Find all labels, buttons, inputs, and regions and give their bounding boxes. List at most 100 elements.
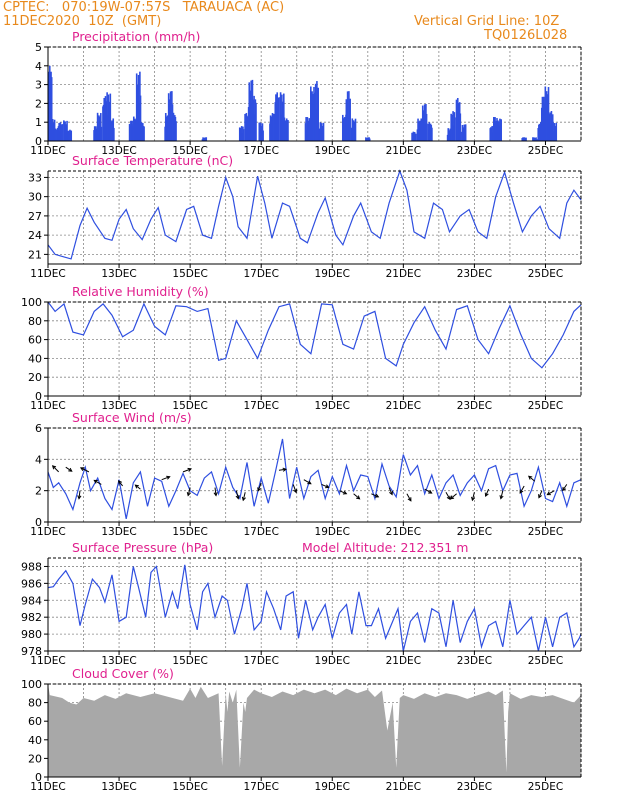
cloud-xtick-label: 15DEC <box>172 781 207 793</box>
precip-bar <box>500 119 502 141</box>
precip-bar <box>463 124 466 141</box>
cloud-xtick-label: 21DEC <box>386 781 421 793</box>
precip-bar <box>242 129 245 141</box>
press-series-line <box>47 564 582 652</box>
precip-bar <box>205 137 208 141</box>
precip-bar <box>93 126 96 141</box>
precip-bar <box>50 118 53 141</box>
precip-bar <box>100 126 103 141</box>
cloud-ytick-label: 0 <box>35 771 42 784</box>
rh-ytick-label: 40 <box>28 352 42 365</box>
wind-arrow <box>406 493 412 502</box>
precip-bar <box>349 98 351 141</box>
wind-arrow <box>538 490 543 498</box>
wind-arrow-head <box>389 491 393 496</box>
precip-bar <box>525 137 527 141</box>
cloud-ytick-label: 20 <box>28 752 42 765</box>
wind-arrow <box>371 493 379 498</box>
precip-ytick-label: 5 <box>35 41 42 54</box>
cloud-ytick-label: 40 <box>28 734 42 747</box>
precip-bar <box>255 102 257 141</box>
temp-series-line <box>47 169 582 260</box>
wind-arrow-head <box>374 493 380 498</box>
press-ytick-label: 986 <box>21 577 42 590</box>
precip-bar <box>130 120 132 141</box>
rh-ytick-label: 0 <box>35 390 42 403</box>
wind-arrow-head <box>93 479 98 484</box>
precip-ytick-label: 0 <box>35 135 42 148</box>
wind-arrow <box>321 483 329 488</box>
precip-bar <box>262 130 264 141</box>
press-ytick-label: 984 <box>21 594 42 607</box>
wind-series-line <box>47 438 582 520</box>
press-xtick-label: 21DEC <box>386 655 421 667</box>
wind-arrow-head <box>519 489 524 494</box>
cloud-xtick-label: 17DEC <box>243 781 278 793</box>
wind-xtick-label: 19DEC <box>315 526 350 538</box>
wind-arrow <box>485 488 490 497</box>
temp-xtick-label: 19DEC <box>315 268 350 280</box>
rh-xtick-label: 17DEC <box>243 400 278 412</box>
model-id-header: TQ0126L028 <box>484 28 568 43</box>
precip-bar <box>113 127 115 141</box>
precip-bar <box>322 122 325 141</box>
wind-ytick-label: 0 <box>35 516 42 529</box>
wind-arrow-head <box>356 495 361 500</box>
wind-xtick-label: 23DEC <box>457 526 492 538</box>
temp-ytick-label: 27 <box>28 210 42 223</box>
temp-ytick-label: 21 <box>28 248 42 261</box>
wind-arrow-head <box>77 495 82 500</box>
precip-bar <box>282 93 285 141</box>
wind-arrow-head <box>484 492 489 498</box>
precip-bar <box>354 118 357 141</box>
wind-arrow-head <box>499 495 504 500</box>
precip-bar <box>278 97 280 141</box>
rh-series-line <box>47 301 582 369</box>
wind-arrow-head <box>528 475 533 480</box>
wind-xtick-label: 11DEC <box>30 526 65 538</box>
press-panel-title: Surface Pressure (hPa) <box>72 540 213 555</box>
precip-ytick-label: 1 <box>35 116 42 129</box>
temp-ytick-label: 30 <box>28 191 42 204</box>
precip-bar <box>547 87 550 141</box>
precip-bar <box>425 113 428 141</box>
precip-bar <box>50 77 53 141</box>
wind-arrow <box>445 491 451 500</box>
precip-xtick-label: 23DEC <box>457 145 492 157</box>
wind-ytick-label: 2 <box>35 485 42 498</box>
rh-xtick-label: 21DEC <box>386 400 421 412</box>
rh-xtick-label: 15DEC <box>172 400 207 412</box>
rh-xtick-label: 23DEC <box>457 400 492 412</box>
wind-arrow-head <box>538 494 542 499</box>
wind-arrow <box>214 487 217 496</box>
precip-xtick-label: 11DEC <box>30 145 65 157</box>
precip-bar <box>423 104 426 141</box>
wind-arrow-head <box>407 497 412 502</box>
wind-arrow <box>353 493 360 500</box>
rh-ytick-label: 20 <box>28 371 42 384</box>
wind-arrow-head <box>213 492 218 497</box>
run-date-header: 11DEC2020 10Z (GMT) <box>3 14 162 29</box>
precip-xtick-label: 19DEC <box>315 145 350 157</box>
wind-arrow <box>471 492 475 501</box>
temp-ytick-label: 24 <box>28 229 42 242</box>
cloud-panel-title: Cloud Cover (%) <box>72 666 174 681</box>
cloud-xtick-label: 11DEC <box>30 781 65 793</box>
wind-arrow-head <box>471 496 476 502</box>
precip-bar <box>66 120 68 141</box>
wind-arrow <box>235 490 239 499</box>
precip-xtick-label: 15DEC <box>172 145 207 157</box>
wind-arrow <box>94 479 102 485</box>
wind-ytick-label: 4 <box>35 453 42 466</box>
wind-arrow <box>187 487 191 496</box>
precip-bar <box>305 117 307 141</box>
wind-arrow-head <box>449 495 455 500</box>
precip-bar <box>535 139 538 141</box>
precip-bar <box>420 118 423 141</box>
precip-ytick-label: 3 <box>35 79 42 92</box>
wind-xtick-label: 13DEC <box>101 526 136 538</box>
temp-panel-title: Surface Temperature (nC) <box>72 153 233 168</box>
wind-arrow-head <box>546 491 551 496</box>
press-ytick-label: 978 <box>21 645 42 658</box>
wind-arrow-head <box>428 489 433 494</box>
